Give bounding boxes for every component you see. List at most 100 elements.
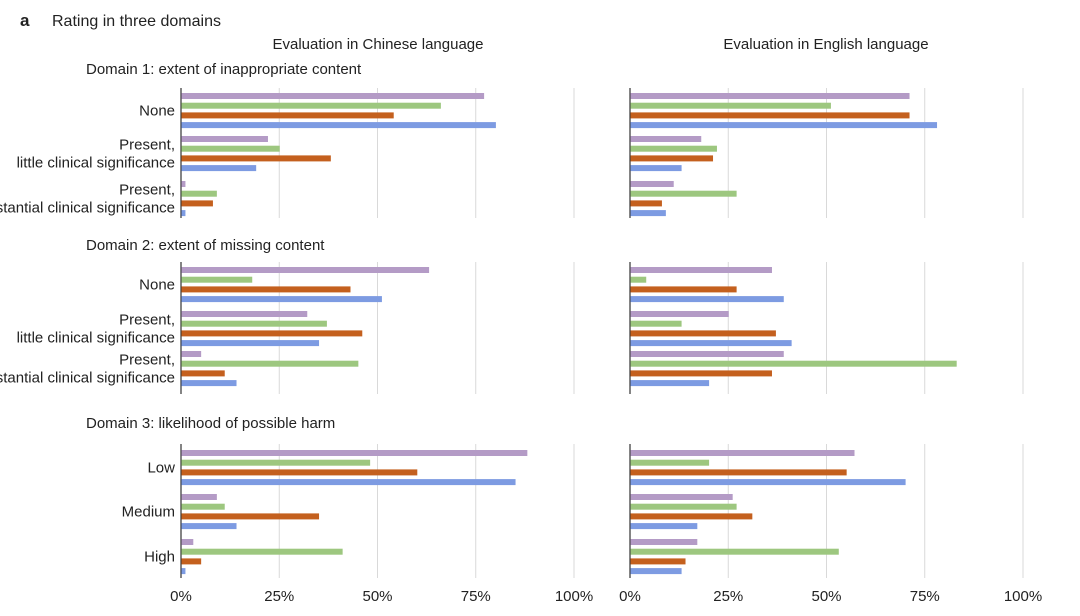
bar [630,548,839,555]
panel-letter: a [20,11,30,30]
chinese-panel [180,88,575,218]
plot-area: None Present, little clinical significance… [0,88,1042,605]
bar [181,320,327,327]
category-label: Medium [122,504,175,521]
domain-3-title: Domain 3: likelihood of possible harm [86,415,335,432]
x-tick-label: 50% [811,588,841,605]
bar [181,112,394,119]
bar [630,479,906,486]
bar [181,558,202,565]
bar [181,267,430,273]
bar [181,539,194,545]
category-label: Present, little clinical significance [17,137,175,172]
bar [630,276,647,283]
bar [181,351,202,357]
bar [630,568,682,575]
bar [181,548,343,555]
bar [181,181,186,187]
chinese-panel [180,262,575,394]
bar [181,102,441,109]
domain-2-chart: None Present, little clinical significance… [0,262,1024,394]
x-tick-label: 75% [461,588,491,605]
category-label: Present, little clinical significance [17,312,175,347]
bar [630,165,682,172]
bar [181,494,217,500]
column-title-english: Evaluation in English language [723,36,928,53]
bar [630,503,737,510]
category-label: None [139,103,175,120]
bar [630,351,784,357]
bar [630,210,666,217]
column-title-chinese: Evaluation in Chinese language [273,36,484,53]
bar [181,190,217,197]
bar [181,286,351,293]
bar [181,155,331,162]
bar [630,513,753,520]
bar [181,311,308,317]
bar [630,136,702,142]
category-label: None [139,277,175,294]
bar [630,459,710,466]
x-tick-label: 50% [362,588,392,605]
bar [630,450,855,456]
bar [630,286,737,293]
bar [630,469,847,476]
bar [181,200,213,207]
x-axis-ticks: 0% 25% 50% 75% 100% 0% 25% 50% 75% 100% [170,588,1042,605]
bar [181,136,268,142]
english-panel [629,88,1024,218]
bar [630,320,682,327]
category-label: Present,substantial clinical significanc… [0,352,175,387]
bar [181,513,320,520]
bar [181,360,359,367]
x-tick-label: 100% [1004,588,1042,605]
x-tick-label: 25% [713,588,743,605]
bar [630,200,662,207]
bar [630,181,674,187]
category-label: Low [147,460,175,477]
bar [181,122,496,129]
x-tick-label: 75% [910,588,940,605]
bar [630,558,686,565]
bar [630,370,772,377]
bar [630,190,737,197]
domain-1-title: Domain 1: extent of inappropriate conten… [86,61,362,78]
category-label: High [144,549,175,566]
english-panel [629,444,1024,578]
bar [630,523,698,530]
bar [181,380,237,387]
bar [181,165,257,172]
bar [630,296,784,303]
bar [181,469,418,476]
bar [630,267,772,273]
bar [630,360,957,367]
bar [181,145,280,152]
x-tick-label: 25% [264,588,294,605]
bar [181,523,237,530]
bar [181,450,528,456]
x-tick-label: 0% [170,588,192,605]
bar [181,340,320,347]
bar [630,311,729,317]
panel-title: Rating in three domains [52,13,221,30]
bar [181,459,371,466]
bar [181,210,186,217]
domain-2-title: Domain 2: extent of missing content [86,237,325,254]
bar [181,370,225,377]
bar [181,276,253,283]
chinese-panel [180,444,575,578]
bar [181,568,186,575]
bar [181,330,363,337]
bar [630,155,714,162]
category-label: Present,substantial clinical significanc… [0,182,175,217]
bar [181,296,382,303]
bar [630,330,776,337]
x-tick-label: 100% [555,588,593,605]
x-tick-label: 0% [619,588,641,605]
domain-3-chart: Low Medium High [122,444,1024,578]
bar [630,539,698,545]
bar [630,93,910,99]
bar [630,380,710,387]
bar [181,503,225,510]
